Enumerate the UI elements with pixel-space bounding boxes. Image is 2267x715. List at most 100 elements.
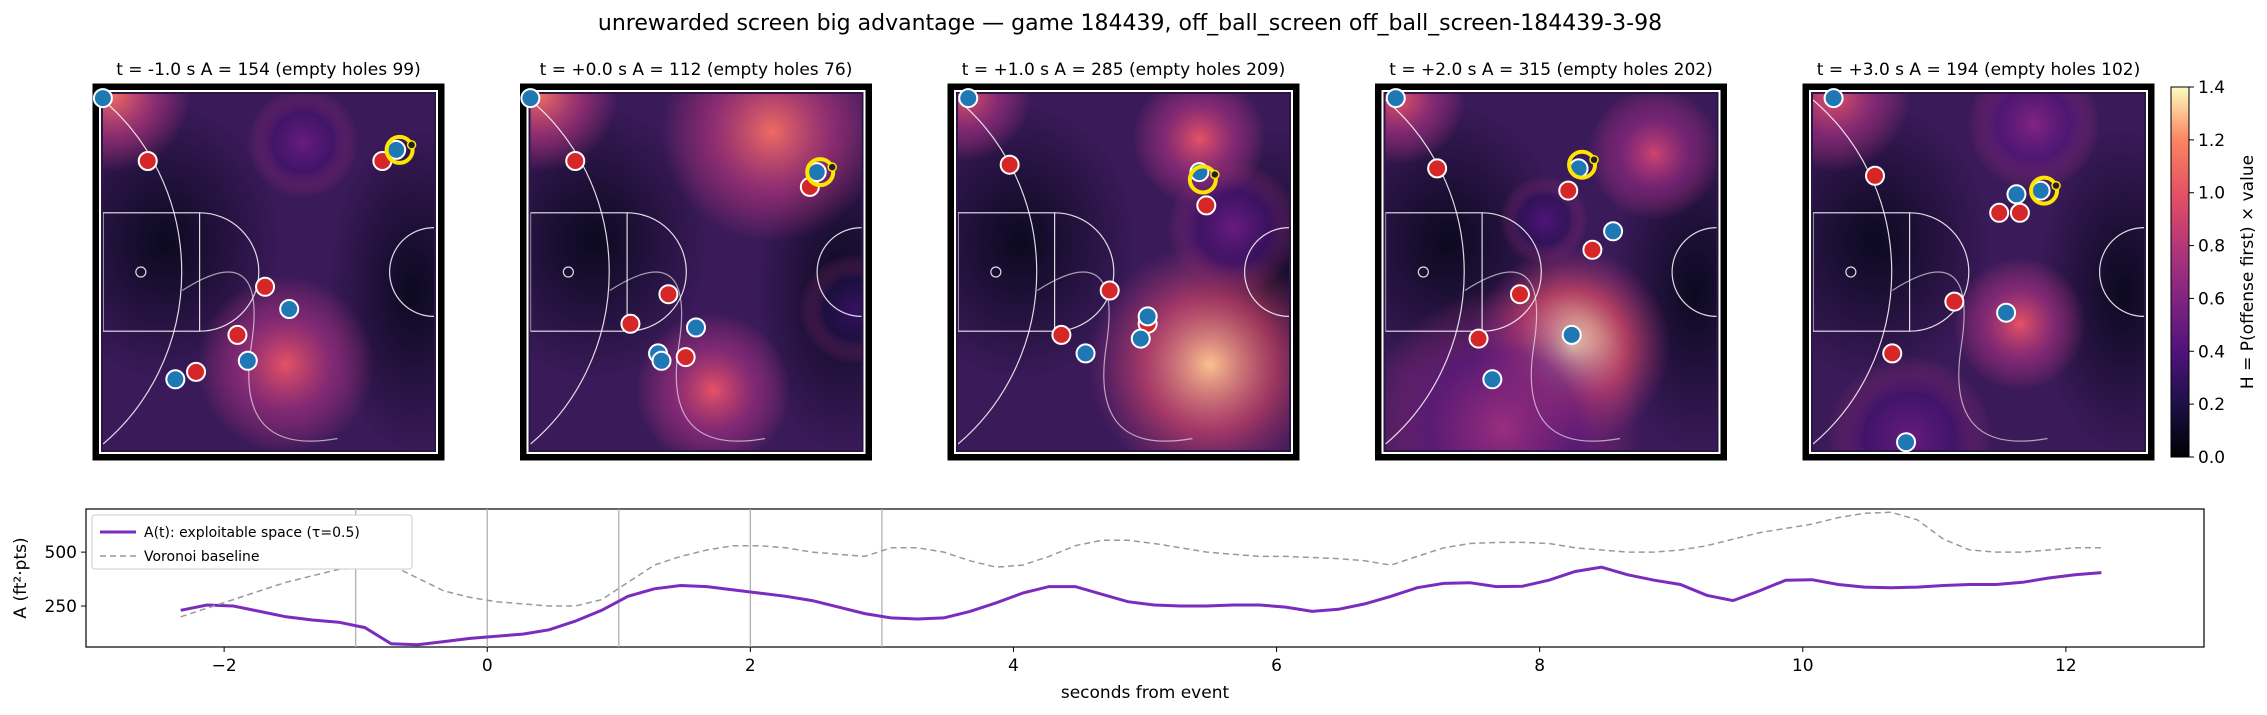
offense-player-dot	[92, 88, 113, 109]
defender-dot	[2009, 202, 2030, 223]
center-circle	[1244, 227, 1289, 317]
colorbar-tick-label: 1.2	[2198, 131, 2225, 151]
court-panel: t = +2.0 s A = 315 (empty holes 202)	[1375, 60, 1727, 461]
panel-title: t = +0.0 s A = 112 (empty holes 76)	[540, 60, 853, 80]
free-throw-arc	[627, 212, 687, 332]
three-point-line	[103, 99, 183, 445]
basket	[1417, 266, 1429, 278]
ball-ring	[384, 134, 415, 165]
heatmap-area	[1813, 94, 2144, 450]
y-tick-label: 500	[45, 543, 77, 563]
offense-player-dot	[520, 88, 541, 109]
x-tick-label: 6	[1271, 656, 1282, 676]
hot-zone	[1088, 243, 1289, 450]
defender-dot	[1882, 343, 1903, 364]
panel-frame-inner	[954, 90, 1293, 454]
colorbar-scale	[2170, 86, 2190, 458]
legend: A(t): exploitable space (τ=0.5) Voronoi b…	[91, 514, 413, 570]
hot-zone	[1588, 94, 1717, 220]
cold-zone	[530, 101, 710, 383]
offense-player-dot	[1996, 302, 2017, 323]
paint-area	[1385, 212, 1483, 332]
hot-zone	[197, 276, 375, 450]
ball-ring	[2029, 175, 2060, 206]
x-tick-label: 4	[1008, 656, 1019, 676]
contour-line	[181, 271, 338, 442]
offense-player-dot	[165, 369, 186, 390]
y-axis-label: A (ft²·pts)	[11, 537, 31, 618]
paint-area	[958, 212, 1056, 332]
offense-player-dot	[1137, 306, 1158, 327]
free-throw-arc	[1054, 212, 1115, 332]
offense-player-dot	[237, 350, 258, 371]
free-throw-arc	[1909, 212, 1970, 332]
court-panel: t = +0.0 s A = 112 (empty holes 76)	[520, 60, 872, 461]
three-point-line	[1385, 99, 1465, 445]
center-circle	[816, 227, 862, 317]
defender-dot	[565, 151, 586, 171]
panel-title: t = -1.0 s A = 154 (empty holes 99)	[116, 60, 421, 80]
paint-area	[103, 212, 201, 332]
defender-dot	[1558, 180, 1579, 201]
offense-player-dot	[958, 88, 979, 109]
offense-player-dot	[651, 350, 672, 371]
colorbar-tick-label: 1.0	[2198, 184, 2225, 204]
contour-line	[1891, 271, 2048, 442]
defender-dot	[186, 361, 207, 382]
panel-frame	[92, 83, 445, 461]
x-tick-label: 0	[482, 656, 493, 676]
court-panel: t = +3.0 s A = 194 (empty holes 102)	[1802, 60, 2155, 461]
hot-zone	[635, 313, 791, 450]
defender-dot	[1865, 165, 1885, 186]
hot-zone	[1385, 94, 1466, 165]
defender-dot	[1582, 239, 1603, 260]
three-point-line	[530, 99, 610, 445]
free-throw-arc	[1482, 212, 1542, 332]
colorbar-tick-label: 0.2	[2198, 395, 2225, 415]
panel-frame	[520, 83, 872, 461]
x-tick-label: −2	[212, 656, 237, 676]
defender-dot	[620, 313, 641, 334]
figure-title: unrewarded screen big advantage — game 1…	[598, 11, 1662, 36]
panel-frame-inner	[1381, 90, 1721, 454]
panel-title: t = +1.0 s A = 285 (empty holes 209)	[962, 60, 1285, 80]
offense-player-dot	[2006, 184, 2027, 205]
legend-label: A(t): exploitable space (τ=0.5)	[144, 525, 360, 541]
hot-zone	[1953, 257, 2087, 391]
offense-player-dot	[279, 299, 300, 319]
heatmap-area	[1385, 94, 1717, 450]
defender-dot	[255, 276, 276, 297]
ball-marker	[2051, 180, 2061, 191]
panel-frame-inner	[1809, 90, 2148, 454]
x-tick-label: 8	[1534, 656, 1545, 676]
colorbar-tick-label: 1.4	[2198, 78, 2225, 98]
panel-title: t = +2.0 s A = 315 (empty holes 202)	[1389, 60, 1712, 80]
defender-dot	[1099, 280, 1120, 301]
offense-player-dot	[1603, 221, 1624, 242]
ball-marker	[1589, 154, 1599, 165]
free-throw-arc	[199, 212, 260, 332]
hot-zone	[247, 94, 359, 198]
heatmap-panels: t = -1.0 s A = 154 (empty holes 99) t = +…	[92, 60, 2155, 461]
panel-frame-inner	[99, 90, 438, 454]
offense-player-dot	[1896, 432, 1917, 453]
defender-dot	[1944, 291, 1965, 312]
center-circle	[389, 227, 434, 317]
hot-zone	[1967, 94, 2100, 191]
contour-line	[609, 271, 766, 442]
center-circle	[2099, 227, 2144, 317]
x-tick-label: 12	[2055, 656, 2077, 676]
cold-zone	[958, 101, 1138, 383]
timeseries-chart: −2 0 2 4 6 8 10 12 250 500 seconds from event A (ft…	[11, 508, 2205, 703]
offense-player-dot	[1075, 343, 1096, 364]
defender-dot	[1468, 328, 1489, 349]
hot-zone	[1826, 355, 1993, 450]
x-tick-label: 2	[745, 656, 756, 676]
colorbar-tick-label: 0.4	[2198, 342, 2225, 362]
three-point-line	[1813, 99, 1893, 445]
series-line-exploitable-space	[180, 565, 2102, 647]
offense-player-dot	[1130, 328, 1151, 349]
court-panel: t = -1.0 s A = 154 (empty holes 99)	[92, 60, 445, 461]
ball-ring	[805, 157, 836, 188]
panel-frame	[1375, 83, 1727, 461]
